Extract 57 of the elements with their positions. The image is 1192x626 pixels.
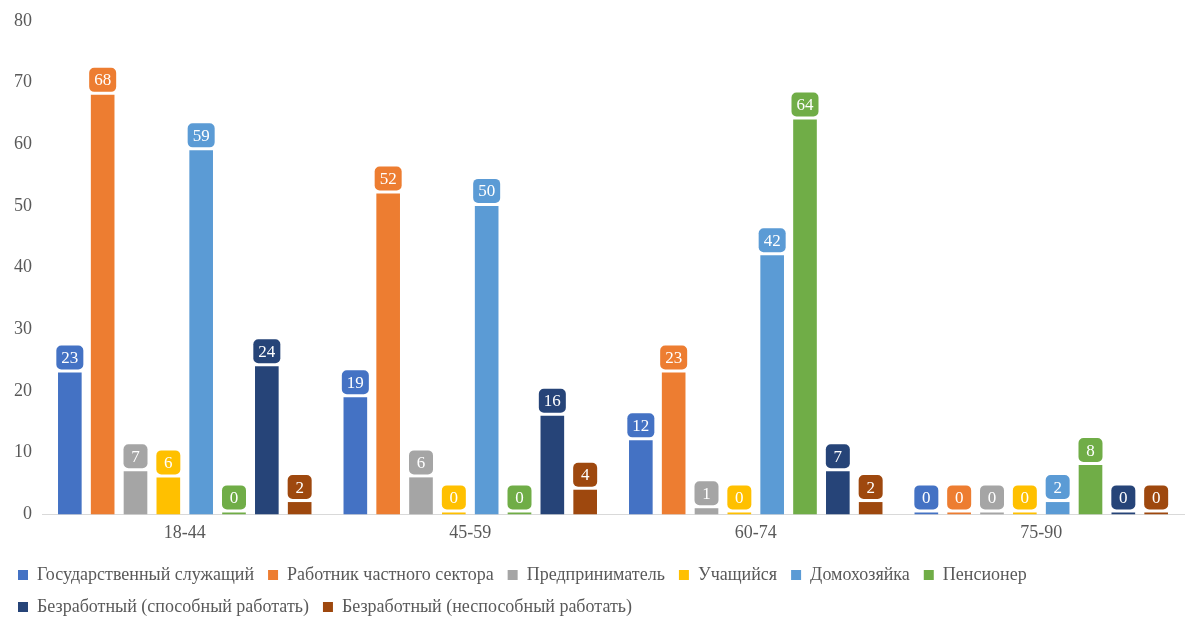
data-label: 23 (61, 347, 79, 367)
legend-label: Безработный (неспособный работать) (341, 595, 632, 617)
data-label: 2 (295, 477, 304, 497)
data-label: 6 (164, 452, 173, 472)
y-tick-label: 50 (14, 194, 32, 215)
data-label: 6 (416, 452, 426, 472)
data-label: 0 (1119, 487, 1128, 507)
y-tick-label: 60 (14, 132, 32, 153)
data-label: 7 (131, 446, 141, 466)
data-label: 1 (702, 483, 711, 503)
data-label: 12 (632, 415, 650, 435)
data-label: 24 (258, 341, 276, 361)
bar (1078, 465, 1103, 515)
data-label: 42 (763, 230, 781, 250)
bar (1045, 502, 1070, 515)
legend-label: Государственный служащий (37, 563, 255, 584)
legend-label: Работник частного сектора (287, 563, 494, 584)
data-label: 0 (735, 487, 744, 507)
data-label: 8 (1086, 440, 1095, 460)
data-label: 4 (580, 465, 590, 485)
data-label: 0 (515, 487, 524, 507)
data-label: 19 (346, 372, 364, 392)
data-label: 50 (478, 181, 496, 201)
data-label: 0 (922, 487, 931, 507)
data-label: 0 (229, 487, 239, 507)
data-label: 0 (1151, 487, 1161, 507)
y-tick-label: 30 (14, 318, 32, 339)
x-tick-label: 75-90 (1020, 521, 1063, 542)
data-label: 2 (866, 477, 875, 497)
data-label: 2 (1053, 477, 1062, 497)
legend-label: Учащийся (697, 563, 778, 584)
data-label: 59 (192, 125, 210, 145)
x-tick-label: 60-74 (734, 521, 777, 542)
y-tick-label: 20 (14, 379, 32, 400)
legend-label: Домохозяйка (810, 563, 910, 584)
data-label: 0 (1020, 487, 1030, 507)
data-label: 0 (987, 487, 997, 507)
data-label: 16 (543, 391, 561, 411)
data-label: 0 (954, 487, 964, 507)
legend-label: Безработный (способный работать) (37, 595, 309, 617)
y-tick-label: 10 (14, 441, 32, 462)
data-label: 52 (379, 169, 397, 189)
data-label: 68 (94, 70, 112, 90)
legend-label: Пенсионер (942, 563, 1027, 584)
x-tick-label: 45-59 (449, 521, 492, 542)
data-label: 23 (665, 347, 683, 367)
data-label: 0 (449, 487, 459, 507)
y-tick-label: 0 (23, 503, 32, 524)
x-tick-label: 18-44 (163, 521, 206, 542)
y-tick-label: 40 (14, 256, 32, 277)
bar (287, 502, 312, 515)
y-tick-label: 70 (14, 71, 32, 92)
bar (858, 502, 883, 515)
legend-label: Предприниматель (526, 563, 665, 584)
data-label: 64 (796, 94, 814, 114)
y-tick-label: 80 (14, 9, 32, 30)
data-label: 7 (833, 446, 843, 466)
